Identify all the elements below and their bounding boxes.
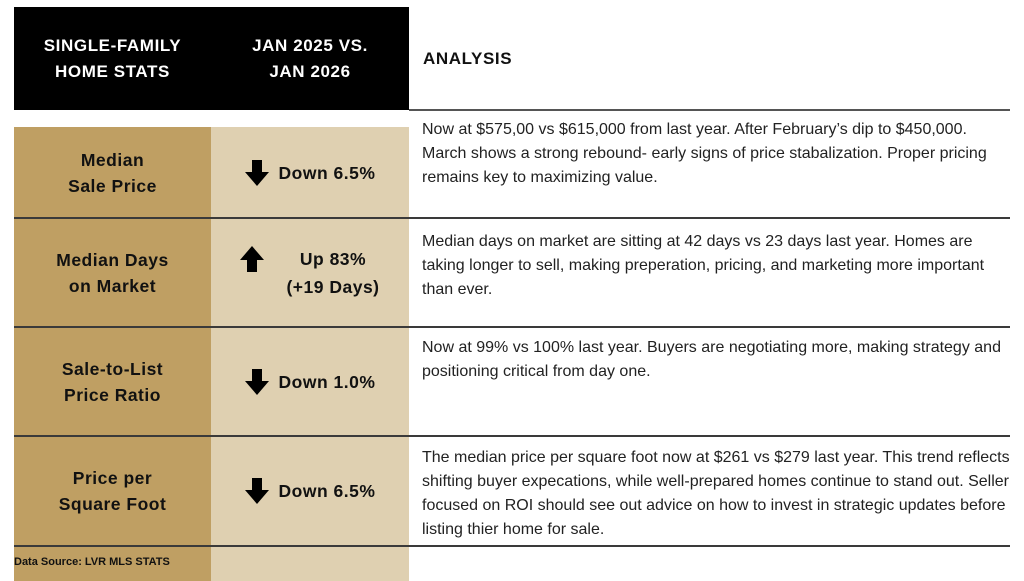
table-header: SINGLE-FAMILY HOME STATS JAN 2025 VS. JA… (14, 7, 409, 110)
row-divider (14, 326, 1010, 328)
metric-label: Sale-to-List Price Ratio (61, 358, 164, 405)
metric-column-bg (14, 127, 211, 581)
row-divider (14, 435, 1010, 437)
change-value: Down 6.5% (278, 481, 376, 501)
change-cell: Down 6.5% (211, 436, 409, 546)
analysis-text: Now at $575,00 vs $615,000 from last yea… (422, 121, 987, 186)
header-home-stats: SINGLE-FAMILY HOME STATS (43, 35, 182, 81)
arrow-down-icon (244, 368, 269, 395)
table-row: Price per Square Foot Down 6.5% The medi… (14, 446, 1010, 546)
change-column-bg (211, 127, 409, 581)
table-row: Sale-to-List Price Ratio Down 1.0% Now a… (14, 336, 1010, 436)
change-cell: Up 83% (+19 Days) (211, 218, 409, 327)
header-divider (409, 109, 1010, 111)
metric-label: Median Sale Price (68, 149, 157, 196)
arrow-up-icon (240, 245, 265, 272)
change-value: Down 6.5% (278, 162, 376, 183)
change-value: Down 1.0% (278, 371, 376, 392)
data-source-note: Data Source: LVR MLS STATS (14, 556, 170, 568)
metric-label: Price per Square Foot (58, 468, 167, 514)
header-analysis: ANALYSIS (423, 48, 513, 68)
table-row: Median Days on Market Up 83% (+19 Days) … (14, 230, 1010, 327)
analysis-text: The median price per square foot now at … (422, 449, 1010, 538)
metric-label: Median Days on Market (56, 249, 169, 296)
table-row: Median Sale Price Down 6.5% Now at $575,… (14, 118, 1010, 218)
change-cell: Down 6.5% (211, 127, 409, 218)
arrow-down-icon (244, 159, 269, 186)
change-value: Up 83% (+19 Days) (286, 248, 380, 297)
row-divider (14, 545, 1010, 547)
arrow-down-icon (244, 478, 269, 504)
header-date-comparison: JAN 2025 VS. JAN 2026 (252, 35, 368, 81)
analysis-text: Median days on market are sitting at 42 … (422, 233, 985, 298)
change-cell: Down 1.0% (211, 327, 409, 436)
analysis-text: Now at 99% vs 100% last year. Buyers are… (422, 339, 1001, 380)
row-divider (14, 217, 1010, 219)
